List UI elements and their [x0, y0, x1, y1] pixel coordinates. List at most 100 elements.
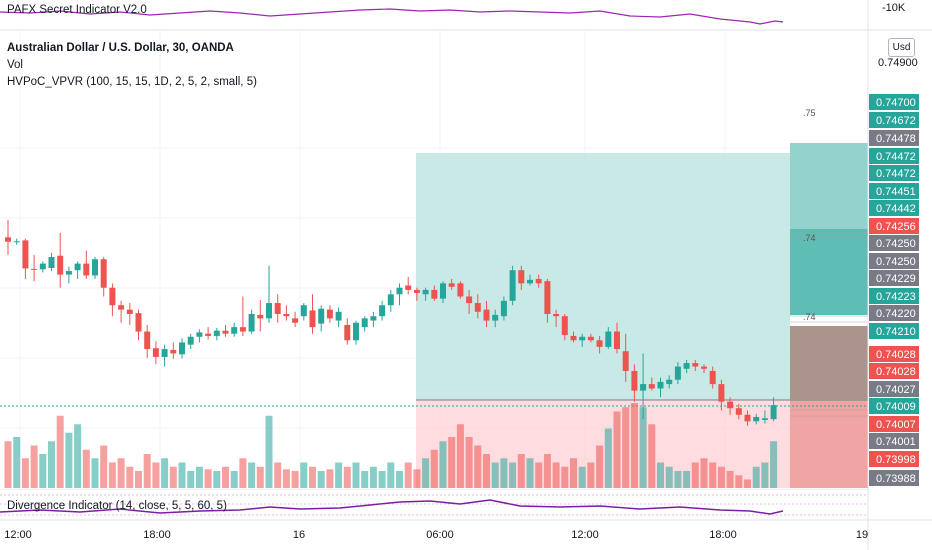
candle[interactable] [92, 259, 98, 276]
candle[interactable] [152, 348, 159, 357]
candle[interactable] [422, 289, 429, 295]
candle[interactable] [57, 255, 64, 275]
candle[interactable] [570, 335, 577, 341]
candle[interactable] [361, 318, 368, 328]
candle[interactable] [205, 333, 212, 336]
candle[interactable] [179, 342, 185, 355]
currency-button[interactable]: Usd [888, 38, 915, 57]
volume-legend[interactable]: Vol [7, 59, 23, 71]
candle[interactable] [257, 314, 264, 319]
hvpoc-legend[interactable]: HVPoC_VPVR (100, 15, 15, 1D, 2, 5, 2, sm… [7, 76, 257, 88]
candle[interactable] [674, 366, 681, 380]
candle[interactable] [440, 283, 446, 299]
candle[interactable] [74, 263, 81, 271]
candle[interactable] [266, 303, 272, 319]
volume-bar [587, 462, 595, 488]
candle[interactable] [48, 257, 55, 268]
candle[interactable] [474, 303, 481, 312]
candle[interactable] [509, 270, 516, 301]
candle[interactable] [761, 418, 768, 421]
candle[interactable] [39, 263, 46, 270]
candle[interactable] [387, 294, 394, 306]
candle[interactable] [239, 327, 246, 332]
candle[interactable] [448, 283, 455, 287]
candle[interactable] [118, 305, 125, 310]
candle[interactable] [709, 370, 716, 385]
candle[interactable] [727, 401, 734, 409]
candle[interactable] [718, 384, 725, 402]
candle[interactable] [335, 311, 342, 321]
candle[interactable] [300, 305, 307, 317]
candle[interactable] [170, 349, 177, 354]
candle[interactable] [561, 316, 568, 336]
candle[interactable] [83, 263, 90, 276]
candle[interactable] [640, 384, 647, 391]
candle[interactable] [692, 363, 699, 367]
candle[interactable] [596, 340, 603, 347]
candle[interactable] [22, 240, 29, 269]
candle[interactable] [283, 314, 290, 317]
candle[interactable] [492, 314, 499, 321]
divergence-legend[interactable]: Divergence Indicator (14, close, 5, 5, 6… [7, 500, 227, 512]
candle[interactable] [274, 303, 281, 314]
candle[interactable] [144, 331, 151, 350]
candle[interactable] [222, 330, 229, 334]
candle[interactable] [614, 331, 620, 350]
symbol-title[interactable]: Australian Dollar / U.S. Dollar, 30, OAN… [7, 42, 234, 54]
candle[interactable] [353, 322, 359, 341]
candle[interactable] [701, 366, 707, 369]
candle[interactable] [527, 279, 533, 284]
candle[interactable] [31, 268, 38, 270]
candle[interactable] [135, 313, 142, 332]
candle[interactable] [431, 289, 438, 299]
candle[interactable] [13, 241, 20, 243]
candle[interactable] [248, 314, 255, 332]
candle[interactable] [666, 379, 673, 385]
candle[interactable] [622, 351, 629, 371]
candle[interactable] [657, 381, 664, 389]
candle[interactable] [500, 300, 507, 317]
candle[interactable] [379, 305, 386, 317]
candle[interactable] [648, 384, 655, 389]
candle[interactable] [631, 370, 638, 391]
candles[interactable] [5, 219, 777, 426]
candle[interactable] [483, 309, 490, 321]
candle[interactable] [161, 349, 168, 357]
candle[interactable] [683, 363, 690, 369]
time-axis-label: 19 [856, 529, 868, 541]
candle[interactable] [518, 270, 525, 284]
candle[interactable] [109, 287, 116, 306]
candle[interactable] [231, 327, 238, 334]
candle[interactable] [605, 331, 612, 347]
candle[interactable] [396, 287, 403, 295]
candle[interactable] [579, 336, 586, 341]
candle[interactable] [196, 332, 203, 337]
candle[interactable] [326, 309, 333, 319]
candle[interactable] [126, 309, 133, 314]
candle[interactable] [318, 308, 325, 324]
candle[interactable] [292, 318, 299, 323]
candle[interactable] [213, 330, 220, 336]
candle[interactable] [553, 314, 560, 317]
candle[interactable] [370, 316, 377, 321]
candle[interactable] [100, 259, 107, 288]
candle[interactable] [457, 283, 464, 297]
candle[interactable] [344, 324, 351, 341]
price-tag [869, 398, 919, 414]
candle[interactable] [770, 405, 777, 420]
candle[interactable] [5, 237, 11, 242]
candle[interactable] [587, 336, 594, 341]
candle[interactable] [544, 281, 551, 314]
candle[interactable] [466, 296, 473, 304]
candle[interactable] [65, 271, 72, 275]
candle[interactable] [753, 416, 760, 422]
candle[interactable] [309, 310, 316, 328]
profit-zone[interactable] [416, 153, 790, 400]
candle[interactable] [744, 414, 751, 422]
candle[interactable] [405, 285, 412, 290]
candle[interactable] [413, 289, 420, 293]
candle[interactable] [535, 278, 542, 284]
candle[interactable] [735, 408, 742, 415]
candle[interactable] [187, 336, 194, 345]
